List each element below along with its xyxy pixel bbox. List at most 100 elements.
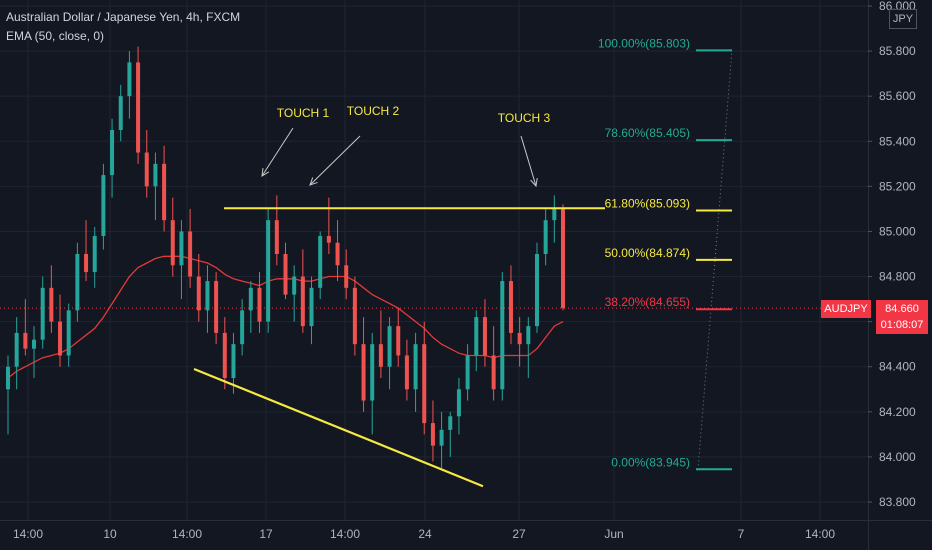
candle-62 (543, 208, 548, 266)
candle-body (396, 326, 401, 356)
candle-body (84, 254, 89, 273)
candle-body (526, 326, 531, 345)
candle-body (534, 254, 539, 327)
x-tick-label-7: Jun (604, 527, 623, 541)
candle-body (153, 163, 158, 187)
candle-body (92, 235, 97, 273)
candle-body (378, 344, 383, 367)
arrow-head-2 (309, 177, 318, 186)
candle-35 (309, 276, 314, 345)
candle-31 (274, 195, 279, 266)
candle-55 (482, 299, 487, 367)
y-tick-label-6: 85.000 (879, 224, 916, 238)
candle-53 (465, 344, 470, 401)
candle-14 (127, 51, 132, 119)
candle-body (439, 429, 444, 446)
candle-5 (49, 265, 54, 333)
candle-18 (162, 145, 167, 232)
fib-retracement: 100.00%(85.803) 78.60%(85.405) 61.80%(85.0… (598, 36, 733, 471)
candle-body (222, 332, 227, 378)
candle-23 (205, 265, 210, 333)
candle-body (361, 344, 366, 401)
y-tick-label-1: 84.000 (879, 450, 916, 464)
y-tick-label-7: 85.200 (879, 179, 916, 193)
candle-63 (552, 195, 557, 243)
candle-17 (153, 152, 158, 221)
candle-58 (508, 265, 513, 345)
candle-body (101, 175, 106, 236)
fib-level-label-4: 38.20%(84.655) (605, 295, 690, 309)
candle-body (283, 254, 288, 295)
candle-25 (222, 317, 227, 390)
candle-body (66, 310, 71, 356)
x-tick-label-2: 14:00 (172, 527, 202, 541)
last-price: 84.660 (885, 303, 919, 315)
candle-body (552, 208, 557, 221)
y-tick-label-0: 83.800 (879, 495, 916, 509)
candle-20 (179, 220, 184, 300)
candle-body (257, 287, 262, 322)
y-tick-label-8: 85.400 (879, 134, 916, 148)
candle-body (300, 276, 305, 327)
candle-body (508, 281, 513, 333)
fib-level-label-5: 0.00%(83.945) (611, 455, 690, 469)
fib-level-label-3: 50.00%(84.874) (605, 246, 690, 260)
fib-level-label-1: 78.60%(85.405) (605, 126, 690, 140)
candle-body (482, 317, 487, 356)
candle-50 (439, 411, 444, 469)
candle-27 (240, 299, 245, 356)
candle-body (326, 235, 331, 243)
y-tick-label-5: 84.800 (879, 270, 916, 284)
candles (6, 46, 565, 469)
candle-body (231, 344, 236, 378)
candle-4 (40, 276, 45, 349)
candle-body (14, 332, 19, 367)
candle-body (118, 96, 123, 130)
x-tick-label-9: 14:00 (805, 527, 835, 541)
arrow-line-3 (520, 135, 537, 187)
x-tick-label-5: 24 (418, 527, 432, 541)
candle-29 (257, 272, 262, 333)
candle-body (543, 220, 548, 254)
support-trendline (193, 367, 484, 488)
candle-body (370, 344, 375, 401)
candle-15 (136, 46, 141, 164)
arrow-head-3 (530, 178, 538, 188)
candle-3 (32, 326, 37, 378)
candle-21 (188, 208, 193, 288)
candle-body (214, 281, 219, 333)
candle-1 (14, 317, 19, 390)
candle-41 (361, 317, 366, 412)
candle-body (144, 152, 149, 187)
candle-30 (266, 208, 271, 333)
candle-body (422, 344, 427, 424)
candle-body (413, 344, 418, 390)
annotation-touch-1: TOUCH 1 (277, 106, 330, 120)
indicator-label[interactable]: EMA (50, close, 0) (6, 29, 105, 43)
candle-body (240, 310, 245, 345)
candle-24 (214, 272, 219, 345)
candle-body (179, 231, 184, 266)
candle-19 (170, 197, 175, 277)
candle-10 (92, 226, 97, 288)
currency-badge[interactable]: JPY (889, 9, 917, 29)
annotation-touch-2: TOUCH 2 (347, 104, 400, 118)
price-axis-bg (868, 0, 932, 550)
candle-13 (118, 84, 123, 142)
candle-52 (456, 378, 461, 435)
y-tick-label-9: 85.600 (879, 89, 916, 103)
candle-49 (430, 400, 435, 462)
drawings: TOUCH 1 TOUCH 2 TOUCH 3 (193, 104, 605, 488)
candle-40 (352, 276, 357, 356)
price-box: 84.660 01:08:07 (876, 300, 928, 334)
candle-body (188, 231, 193, 277)
symbol-label: AUDJPY (821, 300, 871, 318)
candle-body (136, 62, 141, 153)
fib-level-label-0: 100.00%(85.803) (598, 36, 690, 50)
candle-45 (396, 308, 401, 367)
candle-38 (335, 220, 340, 282)
x-tick-label-4: 14:00 (330, 527, 360, 541)
candle-8 (75, 242, 80, 322)
